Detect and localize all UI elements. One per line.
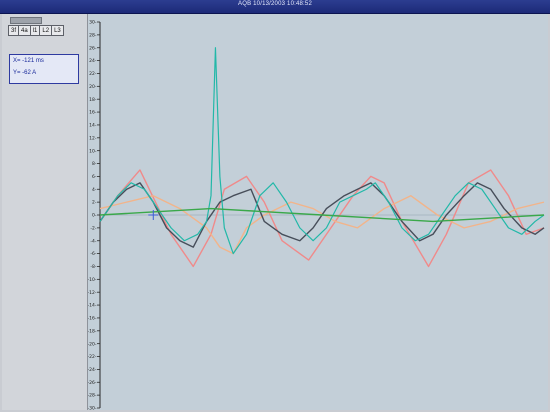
channel-tab-l3[interactable]: L3 [51, 25, 64, 36]
waveform-series-3 [99, 182, 545, 248]
y-tick-label: -18- [88, 328, 97, 334]
waveform-series-4 [99, 47, 545, 255]
y-tick-label: 22- [89, 71, 97, 77]
y-tick-label: 24- [89, 58, 97, 64]
window-title: AQB 10/13/2003 10:48:52 [238, 1, 312, 7]
waveform-series-1 [99, 169, 545, 268]
y-tick-label: -30- [88, 406, 97, 410]
channel-tabs: 3f 4a l1 L2 L3 [8, 25, 64, 36]
y-tick-label: 26- [89, 45, 97, 51]
y-tick-label: 30- [89, 20, 97, 26]
waveform-series-2 [99, 194, 545, 255]
y-tick-label: -28- [88, 393, 97, 399]
waveform-svg[interactable]: -30- -28- -26- -24- -22- -20- -18- -16- -14- -12-… [88, 14, 548, 410]
y-tick-label: 18- [89, 97, 97, 103]
y-tick-label: -20- [88, 341, 97, 347]
y-tick-label: 12- [89, 135, 97, 141]
y-tick-label: -6- [90, 251, 96, 257]
y-tick-label: 8- [92, 161, 97, 167]
y-tick-label: -4- [90, 238, 96, 244]
cursor-readout: X= -121 ms Y= -62 A [9, 54, 79, 84]
y-tick-label: -24- [88, 367, 97, 373]
y-tick-label: 20- [89, 84, 97, 90]
y-tick-label: 10- [89, 148, 97, 154]
cursor-y-readout: Y= -62 A [13, 70, 37, 76]
cursor-x-readout: X= -121 ms [13, 58, 44, 64]
y-tick-label: 16- [89, 110, 97, 116]
waveform-plot[interactable]: -30- -28- -26- -24- -22- -20- -18- -16- -14- -12-… [88, 14, 548, 410]
y-tick-label: -2- [90, 225, 96, 231]
y-tick-label: 2- [92, 200, 97, 206]
y-tick-label: 6- [92, 174, 97, 180]
y-tick-label: 4- [92, 187, 97, 193]
y-tick-label: 14- [89, 123, 97, 129]
y-tick-label: 0- [92, 213, 97, 219]
title-bar: AQB 10/13/2003 10:48:52 [0, 0, 550, 14]
y-tick-label: -12- [88, 290, 97, 296]
y-tick-label: 28- [89, 32, 97, 38]
left-panel: 3f 4a l1 L2 L3 X= -121 ms Y= -62 A [2, 14, 88, 410]
y-tick-label: -16- [88, 316, 97, 322]
y-tick-label: -22- [88, 354, 97, 360]
y-tick-label: -10- [88, 277, 97, 283]
horizontal-scrollbar[interactable] [10, 17, 42, 24]
waveform-series-5 [99, 207, 545, 223]
y-tick-label: -8- [90, 264, 96, 270]
y-tick-label: -26- [88, 380, 97, 386]
y-tick-label: -14- [88, 303, 97, 309]
